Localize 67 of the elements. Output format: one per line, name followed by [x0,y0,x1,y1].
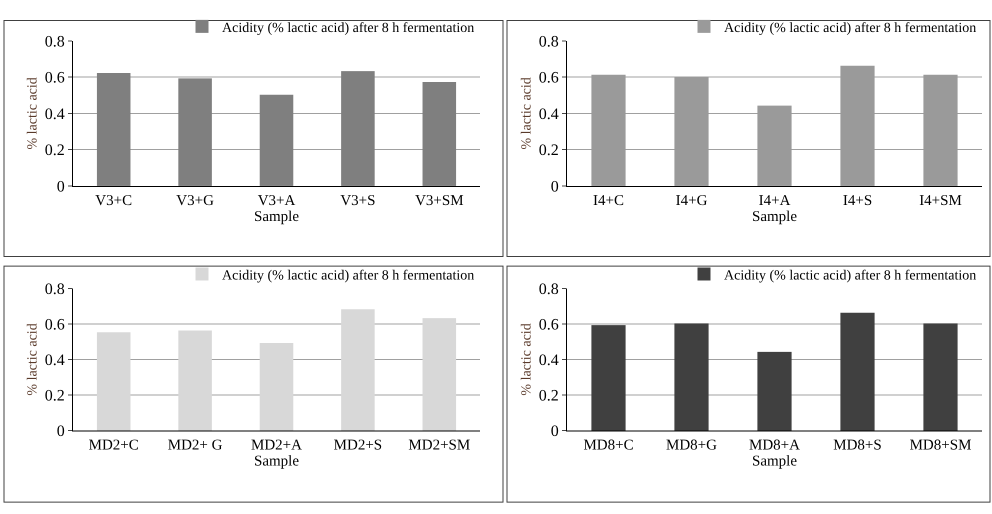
bar [591,325,626,431]
bar [674,323,709,431]
legend-label: Acidity (% lactic acid) after 8 h fermentation [222,268,474,284]
x-tick-label: I4+S [842,192,872,209]
legend-label: Acidity (% lactic acid) after 8 h fermentation [724,20,976,36]
bar [923,323,958,431]
x-tick-label: I4+G [676,192,708,209]
bar [260,342,294,431]
y-tick-label: 0.2 [538,388,559,405]
x-tick-label: I4+SM [919,192,962,209]
bar [341,71,375,186]
x-tick-label: MD2+A [251,438,302,454]
x-tick-label: V3+G [176,192,214,209]
y-tick-label: 0.8 [44,280,65,298]
x-tick-label: V3+SM [415,192,464,209]
x-tick-label: MD2+C [88,438,139,454]
bar [178,78,212,186]
bar [341,309,375,431]
bar [422,82,456,186]
y-tick-label: 0.6 [538,70,559,87]
x-tick-label: V3+S [340,192,376,209]
y-axis-title: % lactic acid [519,323,534,396]
x-tick-label: MD2+SM [408,438,470,454]
x-tick-label: I4+C [593,192,624,209]
bar [96,332,130,431]
x-tick-label: MD8+A [749,438,800,454]
y-axis-title: % lactic acid [519,77,534,150]
x-tick-label: V3+C [95,192,132,209]
bar [260,94,294,186]
y-tick-label: 0.2 [44,142,65,160]
y-tick-label: 0.4 [44,106,65,123]
x-axis-title: Sample [254,454,300,470]
y-tick-label: 0.8 [538,33,559,50]
legend-label: Acidity (% lactic acid) after 8 h fermentation [222,20,474,36]
y-tick-label: 0.8 [44,33,65,50]
y-tick-label: 0.4 [538,106,559,123]
y-tick-label: 0 [550,423,559,440]
legend-label: Acidity (% lactic acid) after 8 h fermentation [724,268,976,284]
bar [757,352,792,431]
x-tick-label: MD8+SM [910,438,972,454]
y-axis-title: % lactic acid [25,77,40,150]
y-tick-label: 0.2 [538,142,559,160]
x-tick-label: V3+A [258,192,296,209]
y-tick-label: 0.2 [44,388,65,405]
x-tick-label: I4+A [758,192,791,209]
bar [178,330,212,431]
y-tick-label: 0 [56,423,65,440]
bar [422,318,456,431]
x-axis-title: Sample [752,208,798,225]
y-tick-label: 0.6 [44,316,65,334]
bar [96,72,130,186]
y-axis-title: % lactic acid [25,323,40,396]
x-axis-title: Sample [254,208,300,225]
y-tick-label: 0 [550,178,559,196]
y-tick-label: 0.6 [44,70,65,87]
x-tick-label: MD2+S [334,438,382,454]
y-tick-label: 0 [56,178,65,196]
y-tick-label: 0.8 [538,280,559,298]
x-tick-label: MD2+ G [168,438,223,454]
x-tick-label: MD8+S [833,438,882,454]
x-tick-label: MD8+G [666,438,718,454]
x-axis-title: Sample [752,454,798,470]
x-tick-label: MD8+C [583,438,634,454]
y-tick-label: 0.4 [538,352,559,370]
bar [840,312,875,431]
y-tick-label: 0.4 [44,352,65,370]
y-tick-label: 0.6 [538,316,559,334]
